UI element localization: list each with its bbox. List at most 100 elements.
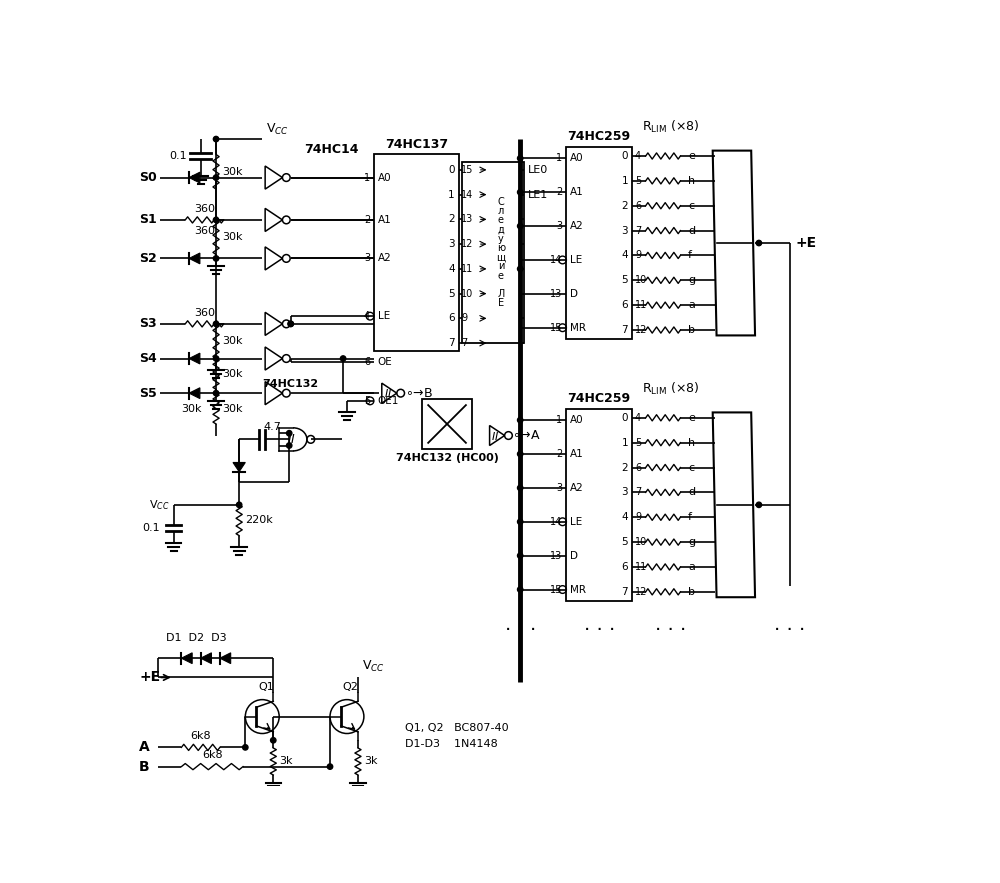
Text: 220k: 220k (245, 515, 273, 525)
Text: D1  D2  D3: D1 D2 D3 (166, 633, 227, 643)
Text: 74HC132: 74HC132 (262, 380, 318, 389)
Text: $\mathit{II}$: $\mathit{II}$ (491, 429, 500, 442)
Text: S3: S3 (139, 317, 157, 330)
Text: 13: 13 (550, 551, 563, 561)
Text: 14: 14 (461, 190, 473, 200)
Text: 3: 3 (364, 253, 370, 263)
Text: 4: 4 (621, 251, 628, 260)
Text: 3k: 3k (364, 756, 378, 766)
Text: $\mathit{II}$: $\mathit{II}$ (384, 387, 392, 399)
Text: . . .: . . . (505, 615, 536, 634)
Circle shape (288, 321, 293, 327)
Text: 4: 4 (635, 413, 641, 423)
Text: 30k: 30k (222, 369, 243, 379)
Circle shape (213, 217, 219, 223)
Text: S4: S4 (139, 352, 157, 365)
Text: 2: 2 (621, 200, 628, 211)
Text: OE: OE (378, 358, 392, 367)
Circle shape (213, 356, 219, 361)
Polygon shape (233, 463, 245, 472)
Text: 15: 15 (550, 322, 563, 333)
Polygon shape (181, 653, 192, 664)
Text: S1: S1 (139, 214, 157, 226)
Text: 11: 11 (461, 264, 473, 274)
Text: 3: 3 (556, 221, 563, 231)
Text: 360: 360 (194, 307, 215, 318)
Text: $\mathit{II}$: $\mathit{II}$ (287, 433, 296, 446)
Text: S5: S5 (139, 387, 157, 400)
Circle shape (213, 321, 219, 327)
Text: B: B (139, 759, 150, 774)
Text: h: h (688, 176, 695, 185)
Circle shape (756, 502, 762, 508)
Text: 74HC259: 74HC259 (568, 392, 631, 404)
Circle shape (518, 553, 523, 558)
Text: LE: LE (570, 517, 582, 527)
Text: 13: 13 (461, 215, 473, 224)
Text: f: f (688, 512, 692, 522)
Text: 2: 2 (621, 463, 628, 472)
Text: 6: 6 (364, 358, 370, 367)
Text: 14: 14 (550, 255, 563, 265)
Text: 2: 2 (556, 187, 563, 197)
Text: h: h (688, 438, 695, 448)
Polygon shape (189, 388, 200, 398)
Text: A1: A1 (378, 215, 392, 225)
Circle shape (518, 451, 523, 457)
Polygon shape (189, 172, 200, 183)
Text: С
л
е
д
у
ю
щ
и
е

Л
Е: С л е д у ю щ и е Л Е (496, 197, 506, 308)
Text: D1-D3    1N4148: D1-D3 1N4148 (405, 738, 497, 749)
Circle shape (518, 418, 523, 423)
Text: 14: 14 (550, 517, 563, 527)
Circle shape (287, 443, 292, 449)
Text: 360: 360 (194, 204, 215, 214)
Text: 3: 3 (556, 483, 563, 493)
Text: 0: 0 (622, 413, 628, 423)
Text: c: c (688, 200, 694, 211)
Text: 1: 1 (364, 172, 370, 183)
Circle shape (271, 737, 276, 743)
Text: S0: S0 (139, 171, 157, 184)
Text: 10: 10 (635, 537, 647, 547)
Text: b: b (688, 325, 695, 335)
Text: 7: 7 (635, 487, 641, 497)
Circle shape (213, 175, 219, 180)
Text: V$_{CC}$: V$_{CC}$ (149, 498, 170, 512)
Text: 4: 4 (364, 311, 370, 321)
Text: 15: 15 (550, 585, 563, 594)
Text: V$_{CC}$: V$_{CC}$ (362, 659, 385, 674)
Text: g: g (688, 537, 695, 547)
Text: 10: 10 (461, 289, 473, 298)
Text: 5: 5 (621, 537, 628, 547)
Text: 12: 12 (635, 587, 647, 597)
Text: A: A (139, 740, 150, 754)
Bar (566, 147, 632, 339)
Text: +E: +E (796, 236, 817, 250)
Text: 12: 12 (635, 325, 647, 335)
Text: b: b (688, 587, 695, 597)
Text: $\circ$→B: $\circ$→B (405, 387, 433, 400)
Text: 74HC137: 74HC137 (385, 138, 448, 151)
Text: 0.1: 0.1 (142, 523, 160, 533)
Text: 0: 0 (448, 165, 455, 175)
Circle shape (518, 519, 523, 525)
Circle shape (518, 266, 523, 272)
Text: 74HC132 (HC00): 74HC132 (HC00) (396, 453, 498, 463)
Text: 0.1: 0.1 (169, 151, 187, 161)
Circle shape (236, 502, 242, 508)
Text: g: g (688, 275, 695, 285)
Bar (374, 155, 459, 351)
Circle shape (213, 390, 219, 396)
Text: d: d (688, 487, 695, 497)
Text: $\circ$→A: $\circ$→A (512, 429, 541, 442)
Text: LE: LE (570, 255, 582, 265)
Text: A0: A0 (570, 154, 584, 163)
Text: Q1: Q1 (258, 682, 274, 692)
Text: 6: 6 (635, 200, 641, 211)
Text: 5: 5 (621, 275, 628, 285)
Text: 1: 1 (448, 190, 455, 200)
Text: . . .: . . . (584, 615, 615, 634)
Text: 30k: 30k (222, 232, 243, 242)
Polygon shape (220, 653, 231, 664)
Text: 1: 1 (556, 415, 563, 425)
